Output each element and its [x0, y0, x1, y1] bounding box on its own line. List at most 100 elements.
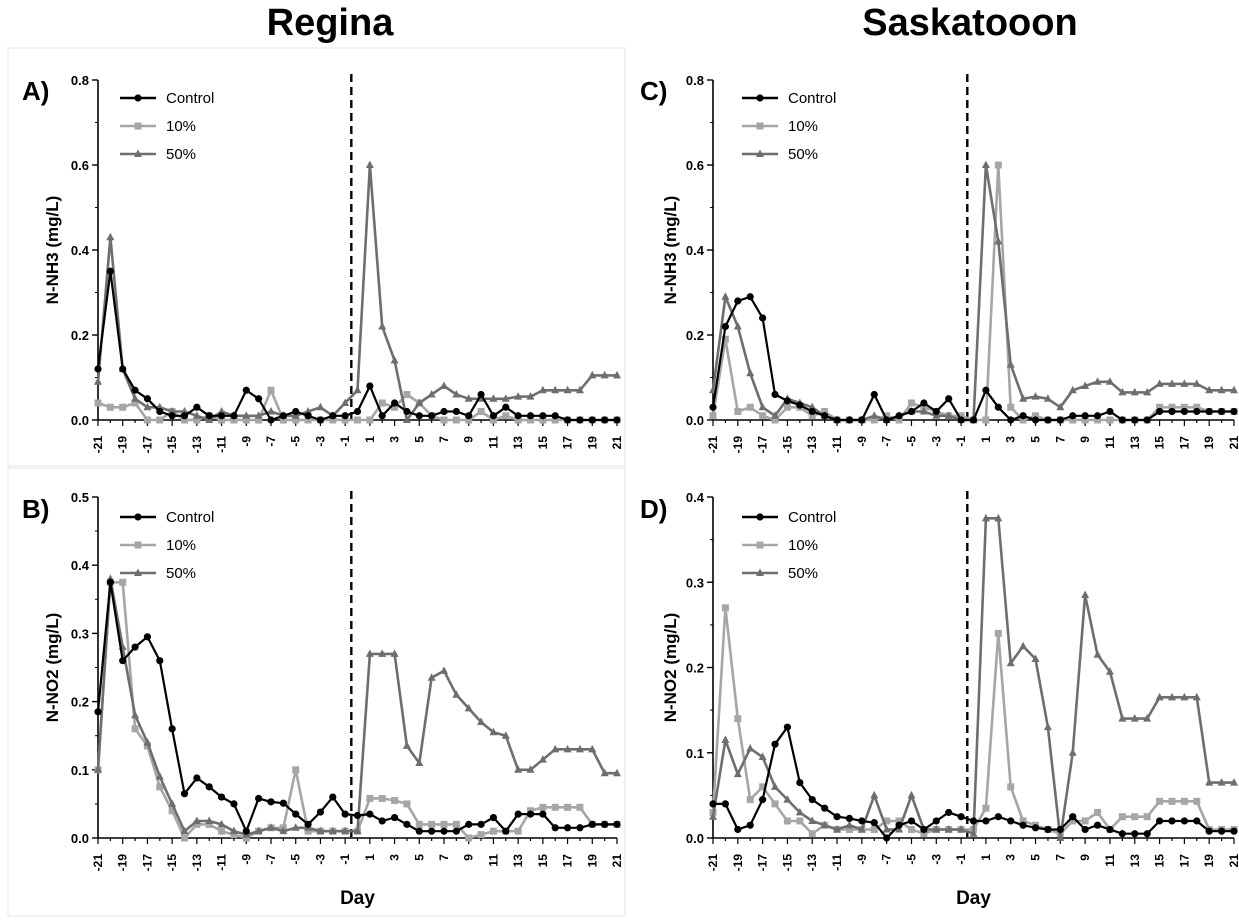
data-point — [600, 370, 609, 379]
data-point — [119, 657, 127, 665]
x-tick-label: -21 — [706, 854, 720, 872]
data-point — [205, 820, 213, 828]
series-line — [96, 580, 617, 840]
data-point — [1155, 692, 1164, 701]
data-point — [576, 416, 584, 424]
data-point — [1168, 403, 1176, 411]
data-point — [1019, 394, 1028, 402]
data-point — [1130, 714, 1139, 722]
data-point — [945, 808, 953, 817]
data-point — [1180, 692, 1189, 701]
panel-frame-a — [7, 47, 626, 467]
data-point — [994, 513, 1003, 522]
data-point — [613, 820, 621, 828]
legend-label: 10% — [788, 537, 818, 554]
data-point — [180, 790, 189, 798]
data-point — [267, 386, 275, 394]
data-point — [870, 819, 878, 827]
data-point — [969, 829, 978, 837]
data-point — [192, 411, 201, 419]
data-point — [551, 385, 560, 394]
data-point — [1217, 385, 1226, 394]
legend-label: 50% — [788, 146, 818, 163]
data-point — [1192, 692, 1201, 701]
data-point — [1105, 667, 1114, 675]
x-tick-label: 3 — [1004, 854, 1018, 861]
x-tick-label: -7 — [264, 854, 278, 865]
x-tick-label: 15 — [536, 854, 550, 868]
data-point — [391, 796, 399, 804]
data-point — [1130, 387, 1139, 396]
legend-label: 10% — [788, 118, 818, 135]
legend-marker — [134, 149, 142, 157]
x-tick-label: -15 — [165, 436, 179, 454]
data-point — [613, 370, 621, 379]
data-point — [1155, 407, 1164, 416]
data-point — [575, 385, 584, 394]
data-point — [994, 403, 1002, 411]
data-point — [1069, 813, 1077, 821]
data-point — [143, 633, 152, 641]
data-point — [539, 810, 547, 818]
data-point — [1118, 830, 1126, 838]
data-point — [733, 322, 742, 330]
x-tick-label: -21 — [91, 854, 105, 872]
x-tick-label: -3 — [313, 436, 327, 447]
legend-label: Control — [788, 509, 836, 526]
column-title-saskatoon: Saskatooon — [862, 2, 1078, 44]
data-point — [613, 768, 621, 777]
data-point — [378, 649, 387, 657]
data-point — [329, 412, 337, 420]
data-point — [390, 356, 399, 364]
data-point — [1031, 824, 1040, 832]
data-point — [279, 412, 287, 420]
data-point — [895, 821, 903, 829]
data-point — [131, 725, 139, 733]
data-point — [1043, 722, 1052, 731]
data-point — [796, 778, 804, 787]
data-point — [796, 817, 804, 825]
x-tick-label: -7 — [880, 436, 894, 447]
data-point — [709, 800, 717, 808]
data-point — [821, 804, 829, 812]
x-tick-label: -7 — [880, 854, 894, 865]
legend-marker — [756, 94, 764, 102]
data-point — [94, 399, 102, 407]
data-point — [1193, 797, 1201, 805]
data-point — [1031, 392, 1040, 400]
data-point — [759, 783, 767, 791]
data-point — [1081, 412, 1089, 420]
data-point — [1106, 416, 1114, 424]
series-50pct — [709, 160, 1238, 423]
data-point — [1106, 825, 1114, 834]
data-point — [304, 407, 313, 415]
data-point — [440, 381, 448, 389]
data-point — [771, 800, 779, 808]
y-tick-label: 0.8 — [686, 73, 704, 88]
data-point — [1118, 813, 1126, 821]
x-tick-label: -11 — [830, 854, 844, 871]
x-tick-label: -21 — [706, 436, 720, 454]
data-point — [366, 382, 374, 390]
data-point — [428, 820, 436, 828]
column-title-regina: Regina — [266, 2, 394, 44]
series-line — [96, 163, 617, 422]
x-tick-label: 21 — [610, 854, 624, 868]
data-point — [143, 416, 151, 424]
data-point — [291, 823, 300, 831]
x-tick-label: -5 — [289, 436, 303, 447]
data-point — [514, 412, 522, 420]
data-point — [205, 816, 214, 824]
data-point — [551, 803, 559, 811]
data-point — [440, 416, 448, 424]
x-tick-label: 3 — [388, 854, 402, 861]
data-point — [944, 824, 953, 833]
data-point — [601, 416, 609, 424]
data-point — [403, 407, 411, 416]
data-point — [378, 412, 386, 420]
y-tick-label: 0.4 — [686, 243, 705, 258]
data-point — [415, 398, 424, 406]
data-point — [709, 812, 717, 820]
data-point — [489, 727, 498, 736]
x-tick-label: 3 — [1004, 436, 1018, 443]
